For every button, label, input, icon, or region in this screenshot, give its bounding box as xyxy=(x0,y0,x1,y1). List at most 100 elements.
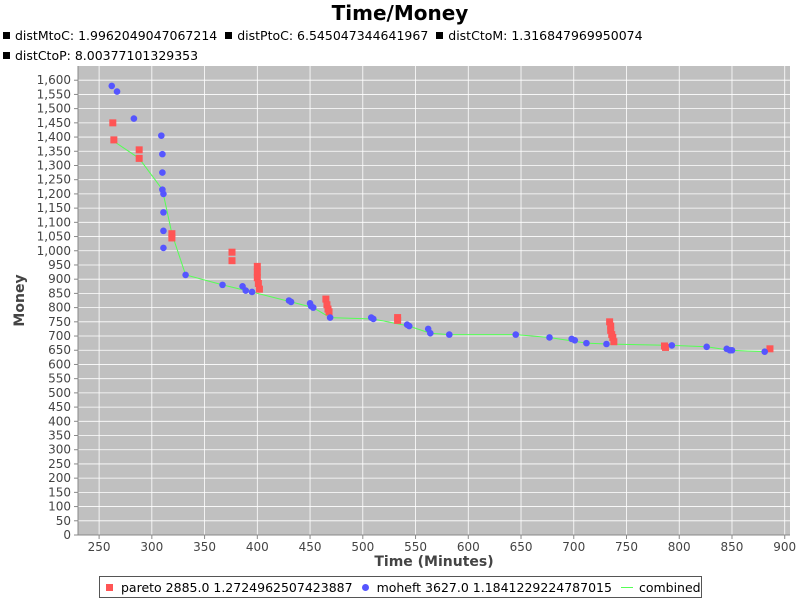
x-tick-label: 250 xyxy=(88,540,111,554)
y-tick-label: 250 xyxy=(48,457,71,471)
y-tick-label: 1,500 xyxy=(37,102,71,116)
circle-marker-icon xyxy=(361,583,369,591)
x-tick-label: 700 xyxy=(562,540,585,554)
y-tick-label: 1,550 xyxy=(37,87,71,101)
y-tick-label: 300 xyxy=(48,443,71,457)
moheft-point xyxy=(113,88,121,95)
x-tick-label: 850 xyxy=(721,540,744,554)
y-tick-label: 1,050 xyxy=(37,230,71,244)
y-tick-label: 400 xyxy=(48,414,71,428)
legend-label-pareto: pareto 2885.0 1.2724962507423887 xyxy=(121,579,353,595)
moheft-point xyxy=(160,227,167,235)
moheft-point xyxy=(427,329,434,337)
moheft-point xyxy=(603,340,610,348)
legend-label-moheft: moheft 3627.0 1.1841229224787015 xyxy=(376,579,612,595)
pareto-point xyxy=(253,262,261,270)
y-tick-label: 1,450 xyxy=(37,116,71,130)
pareto-point xyxy=(254,279,262,287)
moheft-point xyxy=(158,132,165,139)
y-tick-label: 950 xyxy=(48,258,71,272)
moheft-point xyxy=(761,348,768,355)
y-tick-label: 750 xyxy=(48,315,71,329)
moheft-point xyxy=(405,322,413,330)
metric-marker-icon xyxy=(3,52,10,59)
y-tick-label: 550 xyxy=(48,372,71,386)
moheft-point xyxy=(728,346,736,354)
x-tick-label: 750 xyxy=(615,540,638,554)
metric-marker-icon xyxy=(225,32,233,39)
moheft-point xyxy=(571,336,579,344)
line-marker-icon xyxy=(620,586,633,588)
y-tick-label: 800 xyxy=(48,301,71,315)
moheft-point xyxy=(326,314,334,321)
y-tick-label: 200 xyxy=(48,471,71,485)
y-tick-label: 1,300 xyxy=(37,158,71,172)
pareto-point xyxy=(253,268,261,276)
metric-text: distMtoC: 1.9962049047067214 xyxy=(15,28,218,43)
moheft-point xyxy=(160,244,167,252)
pareto-point xyxy=(228,257,236,265)
y-tick-label: 150 xyxy=(48,485,71,499)
moheft-point xyxy=(668,342,676,349)
moheft-point xyxy=(546,334,553,341)
x-tick-label: 450 xyxy=(299,540,322,554)
moheft-point xyxy=(159,169,166,176)
pareto-point xyxy=(109,119,117,127)
series-layer xyxy=(108,82,774,355)
metric-text: distCtoM: 1.316847969950074 xyxy=(448,28,643,43)
pareto-point xyxy=(110,136,118,144)
y-tick-label: 50 xyxy=(56,514,71,528)
metric-dist-c-to-p: distCtoP: 8.00377101329353 xyxy=(3,48,198,63)
x-tick-label: 300 xyxy=(140,540,163,554)
pareto-point xyxy=(135,154,143,162)
x-axis-label: Time (Minutes) xyxy=(374,554,493,570)
moheft-point xyxy=(287,298,295,306)
y-tick-label: 1,350 xyxy=(37,144,71,158)
y-tick-label: 850 xyxy=(48,286,71,300)
metric-marker-icon xyxy=(3,32,10,39)
series-line-combined xyxy=(111,139,765,353)
x-tick-label: 600 xyxy=(457,540,480,554)
pareto-point xyxy=(607,322,615,330)
pareto-point xyxy=(325,308,333,316)
square-marker-icon xyxy=(106,583,113,591)
axes: 0501001502002503003504004505005506006507… xyxy=(37,66,796,554)
moheft-point xyxy=(108,82,116,90)
pareto-point xyxy=(322,295,330,303)
x-tick-label: 550 xyxy=(404,540,427,554)
metrics-panel: distMtoC: 1.9962049047067214 distPtoC: 6… xyxy=(3,26,793,66)
moheft-point xyxy=(182,271,189,279)
x-tick-label: 900 xyxy=(773,540,796,554)
pareto-point xyxy=(610,338,618,346)
x-tick-label: 400 xyxy=(246,540,269,554)
legend-item-combined: combined xyxy=(620,579,701,595)
x-tick-label: 800 xyxy=(668,540,691,554)
y-tick-label: 1,600 xyxy=(37,73,71,87)
metric-text: distCtoP: 8.00377101329353 xyxy=(15,48,199,63)
pareto-point xyxy=(323,301,331,309)
pareto-point xyxy=(255,285,263,293)
legend-label-combined: combined xyxy=(638,579,701,595)
metric-dist-c-to-m: distCtoM: 1.316847969950074 xyxy=(436,28,643,43)
pareto-point xyxy=(766,345,774,353)
pareto-point xyxy=(606,318,614,326)
moheft-point xyxy=(512,331,520,338)
x-tick-label: 650 xyxy=(510,540,533,554)
moheft-point xyxy=(219,281,226,289)
x-tick-label: 500 xyxy=(351,540,374,554)
moheft-point xyxy=(248,288,256,296)
moheft-point xyxy=(160,190,167,198)
moheft-point xyxy=(703,343,710,351)
metric-text: distPtoC: 6.545047344641967 xyxy=(237,28,429,43)
pareto-point xyxy=(228,248,236,256)
y-tick-label: 0 xyxy=(63,528,71,542)
moheft-point xyxy=(159,150,166,158)
moheft-point xyxy=(445,331,453,338)
pareto-point xyxy=(253,274,261,282)
y-tick-label: 1,100 xyxy=(37,215,71,229)
pareto-point xyxy=(394,316,402,324)
moheft-point xyxy=(242,287,250,294)
y-tick-label: 600 xyxy=(48,357,71,371)
pareto-point xyxy=(607,326,615,334)
